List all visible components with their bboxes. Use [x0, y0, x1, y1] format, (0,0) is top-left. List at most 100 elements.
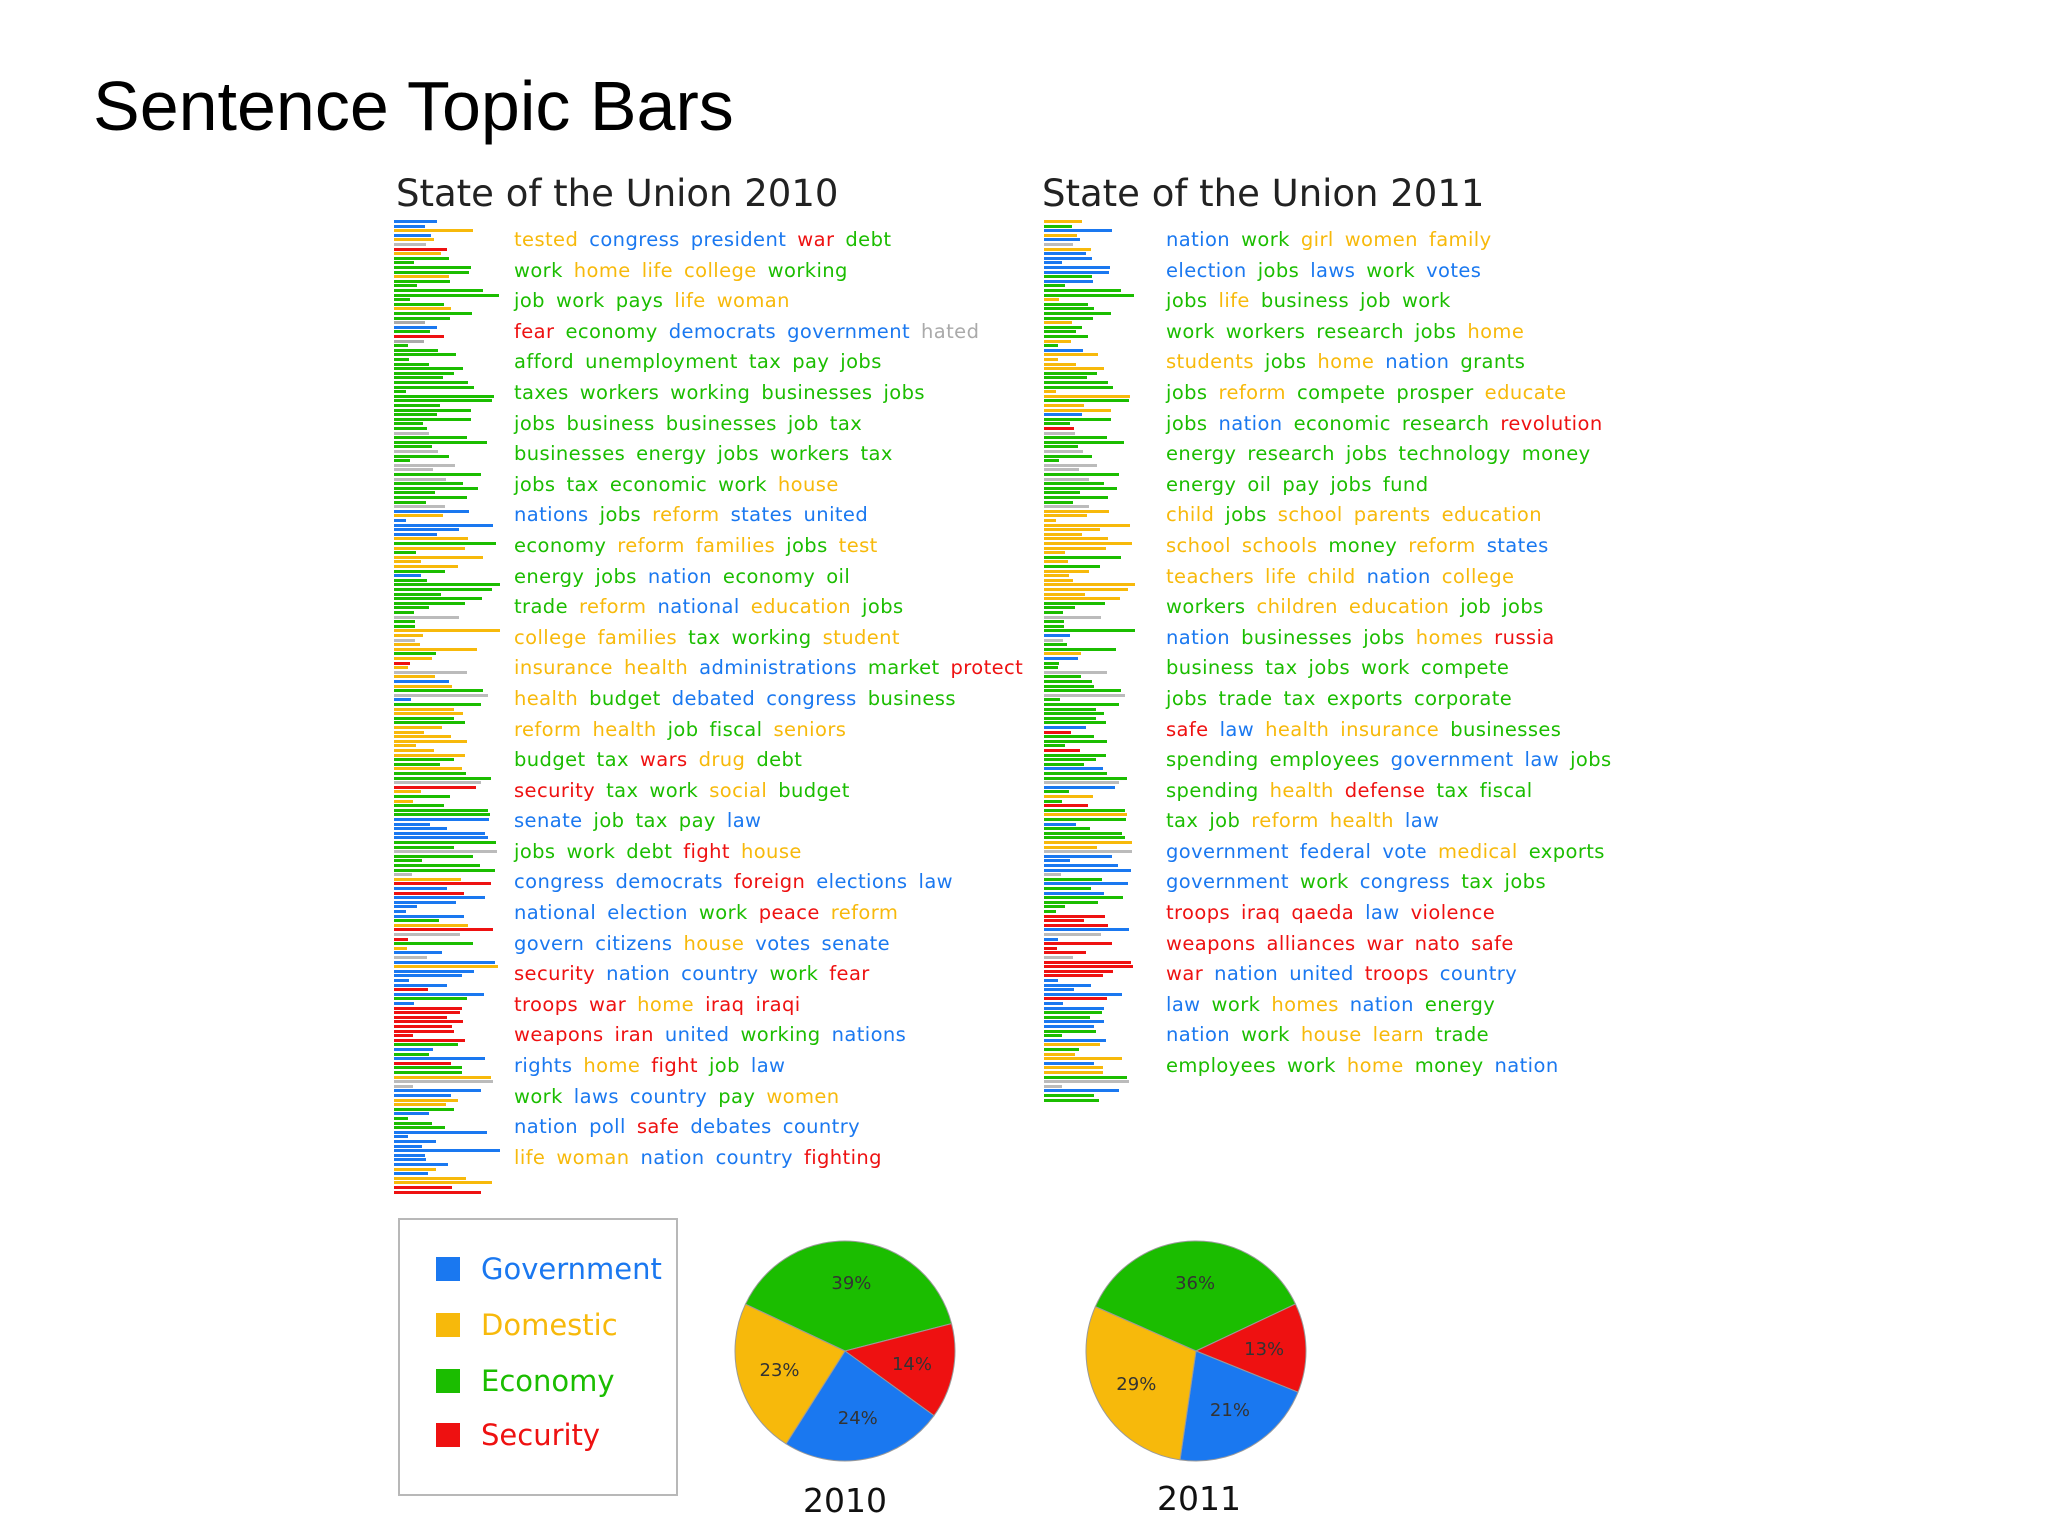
topic-word: job — [514, 289, 545, 313]
topic-bar — [394, 882, 491, 886]
topic-bar — [394, 348, 438, 352]
topic-bar — [1044, 289, 1121, 292]
topic-word: fiscal — [709, 717, 763, 741]
topic-bar — [1044, 229, 1112, 233]
topic-word: jobs — [1257, 258, 1300, 282]
topic-bar — [394, 1061, 451, 1065]
sentence-row: govern citizens house votes senate — [514, 932, 1034, 963]
topic-bar — [1044, 965, 1133, 969]
topic-word: education — [1348, 595, 1450, 619]
topic-bar — [394, 864, 480, 867]
topic-bar — [394, 431, 429, 435]
topic-bar — [394, 689, 483, 693]
sentence-row: taxes workers working businesses jobs — [514, 381, 1034, 412]
topic-word: unemployment — [585, 350, 738, 374]
topic-word: schools — [1241, 533, 1318, 557]
topic-word: united — [1289, 962, 1354, 986]
topic-bar — [1044, 721, 1106, 725]
topic-bar — [394, 652, 436, 656]
topic-word: jobs — [1166, 686, 1208, 710]
topic-bar — [394, 385, 474, 389]
topic-bar — [394, 707, 454, 711]
topic-bar — [394, 298, 410, 302]
topic-bar — [394, 698, 411, 702]
topic-word: country — [1439, 962, 1518, 986]
topic-bar — [394, 969, 474, 973]
topic-word: nation — [1214, 962, 1279, 986]
topic-bar — [394, 404, 440, 407]
topic-word: jobs — [1308, 656, 1351, 680]
topic-bar — [394, 928, 493, 932]
pie-label-government: 24% — [838, 1408, 878, 1429]
topic-bar — [1044, 316, 1093, 320]
topic-word: jobs — [1166, 380, 1208, 404]
topic-bar — [394, 546, 465, 550]
topic-word: health — [514, 686, 579, 710]
topic-bar — [394, 321, 425, 325]
topic-word: medical — [1438, 839, 1518, 863]
topic-bar — [394, 394, 494, 398]
topic-word: tax — [606, 778, 639, 802]
topic-bar — [1044, 1052, 1075, 1056]
topic-word: poll — [589, 1115, 626, 1139]
topic-word: troops — [514, 992, 579, 1016]
topic-word: reform — [617, 533, 685, 557]
topic-bar — [1044, 307, 1094, 311]
topic-word: insurance — [1340, 717, 1440, 741]
topic-bar — [1044, 1098, 1099, 1102]
topic-word: tax — [1283, 686, 1316, 710]
topic-bar — [1044, 716, 1096, 720]
topic-bar — [394, 997, 467, 1001]
topic-bar — [394, 1172, 428, 1176]
topic-word: tax — [829, 411, 863, 435]
topic-word: iraq — [1241, 901, 1281, 925]
topic-word: nation — [1349, 992, 1414, 1016]
topic-bar — [1044, 1029, 1096, 1033]
topic-word: country — [629, 1084, 708, 1108]
topic-word: nation — [647, 564, 712, 588]
topic-word: reform — [514, 717, 582, 741]
topic-word: parents — [1353, 503, 1431, 527]
topic-word: college — [514, 625, 587, 649]
topic-bar — [394, 275, 449, 279]
topic-bar — [394, 965, 498, 969]
topic-bar — [394, 339, 424, 343]
topic-bar — [394, 753, 465, 757]
topic-bar — [394, 238, 434, 242]
topic-word: foreign — [733, 870, 806, 894]
topic-word: women — [766, 1084, 840, 1108]
topic-word: wars — [639, 748, 688, 772]
topic-word: business — [1260, 289, 1350, 313]
topic-bar — [1044, 928, 1129, 932]
topic-bar — [394, 266, 471, 269]
topic-word: government — [1390, 748, 1514, 772]
topic-word: tax — [596, 748, 629, 772]
topic-bar — [394, 716, 454, 720]
topic-bar — [394, 1080, 493, 1084]
topic-bar — [1044, 408, 1111, 412]
topic-bar — [1044, 956, 1073, 959]
topic-bar — [1044, 592, 1085, 596]
topic-word: jobs — [514, 411, 556, 435]
pie-slice-government — [1179, 1350, 1299, 1462]
sentence-row: nation work girl women family — [1166, 228, 1623, 259]
topic-word: work — [1241, 1023, 1290, 1047]
topic-word: education — [750, 595, 852, 619]
topic-word: work — [1241, 228, 1290, 251]
topic-bar — [1044, 1080, 1129, 1084]
topic-bar — [394, 744, 416, 748]
topic-word: fund — [1382, 472, 1429, 496]
panel-title-2011: State of the Union 2011 — [1042, 172, 1485, 215]
topic-word: jobs — [1166, 289, 1208, 313]
topic-bar — [394, 1043, 458, 1047]
topic-word: laws — [573, 1084, 619, 1108]
pie-slice-economy — [744, 1240, 953, 1352]
pie-label-economy: 39% — [831, 1273, 871, 1294]
sentence-row: election jobs laws work votes — [1166, 259, 1623, 290]
topic-word: home — [1317, 350, 1375, 374]
topic-word: employees — [1269, 748, 1380, 772]
topic-word: girl — [1300, 228, 1334, 251]
topic-bar — [1044, 684, 1094, 688]
topic-bar — [1044, 344, 1058, 348]
topic-bar — [394, 569, 445, 573]
